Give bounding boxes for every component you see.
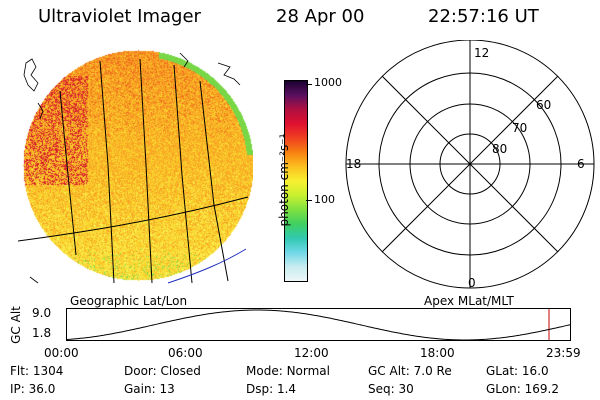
altitude-ytick: 1.8 bbox=[32, 326, 52, 340]
coastline-outline bbox=[23, 58, 39, 92]
lat-label-60: 60 bbox=[536, 98, 552, 112]
altitude-ylabel: GC Alt bbox=[9, 306, 23, 344]
grid-spoke bbox=[381, 75, 559, 253]
coastline-outline bbox=[179, 52, 189, 68]
status-dsp: Dsp: 1.4 bbox=[246, 382, 297, 396]
colorbar-tick bbox=[306, 84, 312, 85]
mlt-label-12: 12 bbox=[474, 46, 490, 60]
lat-label-70: 70 bbox=[512, 121, 528, 135]
altitude-xtick: 23:59 bbox=[546, 346, 581, 360]
instrument-title: Ultraviolet Imager bbox=[38, 6, 201, 27]
status-glat: GLat: 16.0 bbox=[486, 364, 549, 378]
altitude-xtick: 06:00 bbox=[168, 346, 203, 360]
mlt-label-18: 18 bbox=[346, 157, 362, 171]
colorbar-unit-label: photon cm⁻²s⁻¹ bbox=[277, 133, 291, 227]
geographic-grid-overlay bbox=[18, 52, 249, 284]
mlt-label-0: 0 bbox=[468, 276, 476, 290]
status-gain: Gain: 13 bbox=[124, 382, 175, 396]
colorbar-panel: 1000 100 photon cm⁻²s⁻¹ bbox=[268, 60, 368, 282]
uv-earth-image bbox=[18, 45, 253, 285]
altitude-xtick: 18:00 bbox=[420, 346, 455, 360]
apex-label: Apex MLat/MLT bbox=[424, 294, 514, 308]
status-glon: GLon: 169.2 bbox=[486, 382, 559, 396]
status-flt: Flt: 1304 bbox=[10, 364, 64, 378]
colorbar-tick bbox=[306, 200, 312, 201]
meridian-line bbox=[199, 80, 229, 282]
parallel-line bbox=[18, 196, 249, 242]
coastline-outline bbox=[217, 62, 241, 86]
colorbar-tick-label: 1000 bbox=[314, 76, 342, 89]
altitude-xtick: 12:00 bbox=[294, 346, 329, 360]
apex-polar-grid bbox=[345, 40, 595, 289]
colorbar-gradient bbox=[284, 80, 308, 282]
colorbar-tick-label: 100 bbox=[314, 193, 335, 206]
status-seq: Seq: 30 bbox=[368, 382, 414, 396]
altitude-xtick: 00:00 bbox=[44, 346, 79, 360]
altitude-ytick: 9.0 bbox=[32, 306, 52, 320]
coastline-outline bbox=[37, 102, 44, 120]
meridian-line bbox=[139, 58, 153, 284]
lat-label-80: 80 bbox=[492, 142, 508, 156]
date-label: 28 Apr 00 bbox=[276, 6, 365, 27]
status-mode: Mode: Normal bbox=[246, 364, 330, 378]
coastline-outline bbox=[29, 276, 39, 284]
status-ip: IP: 36.0 bbox=[10, 382, 56, 396]
mlt-label-6: 6 bbox=[577, 157, 585, 171]
altitude-curve bbox=[66, 309, 571, 341]
terminator-line bbox=[167, 248, 247, 284]
altitude-plot bbox=[66, 308, 571, 341]
earth-image-panel bbox=[18, 45, 253, 285]
geographic-label: Geographic Lat/Lon bbox=[70, 294, 188, 308]
meridian-line bbox=[59, 90, 77, 256]
status-door: Door: Closed bbox=[124, 364, 201, 378]
altitude-plot-frame bbox=[66, 308, 571, 341]
status-gc-alt: GC Alt: 7.0 Re bbox=[368, 364, 452, 378]
meridian-line bbox=[99, 60, 115, 284]
time-label: 22:57:16 UT bbox=[428, 6, 539, 27]
meridian-line bbox=[173, 64, 193, 284]
